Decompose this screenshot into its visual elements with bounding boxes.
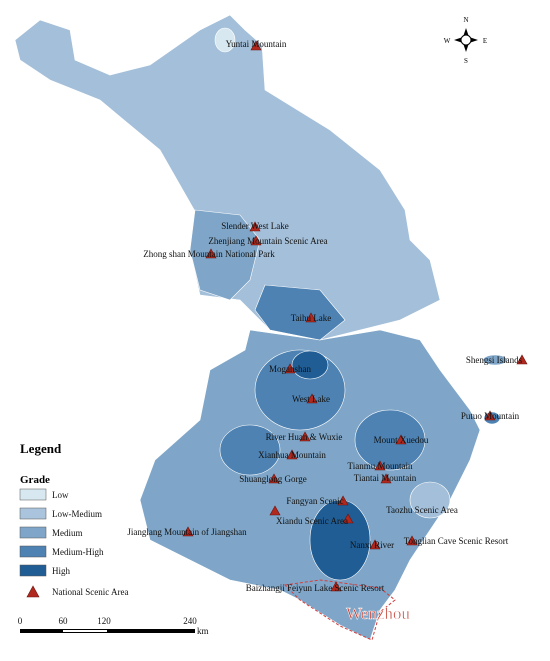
- legend-item: Low-Medium: [52, 509, 102, 519]
- scale-tick-label: 240: [183, 616, 197, 626]
- legend-grade: Grade: [20, 474, 50, 486]
- scenic-marker: [250, 235, 262, 246]
- region: [309, 499, 371, 581]
- place-label: Shengsi Islands: [466, 355, 523, 365]
- place-label: Yuntai Mountain: [226, 39, 287, 49]
- scenic-marker: [249, 221, 261, 232]
- place-label: Baizhangji Feiyun Lake Scenic Resort: [246, 583, 385, 593]
- legend-swatch: [19, 545, 47, 558]
- scenic-marker: [205, 248, 217, 259]
- place-label: Moganshan: [269, 364, 311, 374]
- regions: [14, 14, 508, 641]
- region: [409, 481, 451, 519]
- region: [354, 409, 426, 471]
- place-label: Slender West Lake: [221, 221, 289, 231]
- scenic-marker: [286, 449, 298, 460]
- compass-center: [460, 34, 472, 46]
- scenic-marker: [337, 495, 349, 506]
- place-label: Tonglian Cave Scenic Resort: [404, 536, 509, 546]
- scenic-marker: [284, 363, 296, 374]
- place-label: Tiantai Mountain: [354, 473, 417, 483]
- north-region: [14, 14, 441, 341]
- scenic-marker: [269, 505, 281, 516]
- region: [291, 350, 329, 380]
- legend-marker: [26, 585, 40, 598]
- region: [189, 209, 261, 301]
- scenic-marker: [250, 40, 262, 51]
- legend-item: Medium-High: [52, 547, 104, 557]
- legend-item: National Scenic Area: [52, 587, 128, 597]
- legend-swatch: [19, 526, 47, 539]
- place-label: Nanxi River: [350, 540, 394, 550]
- region: [254, 284, 346, 341]
- south-region: [139, 329, 481, 641]
- scale-tick-label: 0: [18, 616, 23, 626]
- place-label: River Huan & Wuxie: [266, 432, 343, 442]
- place-label: Taihu Lake: [291, 313, 332, 323]
- scale-bar: 0 60 120 240 km: [18, 616, 209, 636]
- compass-w: W: [444, 37, 451, 45]
- place-label: Jianglang Mountain of Jiangshan: [127, 527, 247, 537]
- place-label: Xianhua Mountain: [258, 450, 326, 460]
- scenic-marker: [374, 460, 386, 471]
- scenic-marker: [299, 431, 311, 442]
- place-label: Tianmu Mountain: [348, 461, 413, 471]
- compass-n: N: [463, 16, 468, 24]
- scenic-marker: [330, 581, 342, 592]
- legend-swatch: [19, 488, 47, 501]
- legend-item: Low: [52, 490, 69, 500]
- scenic-marker: [516, 354, 528, 365]
- legend: Legend Grade Low Low-Medium Medium Mediu…: [19, 441, 128, 598]
- place-label: Putuo Mountain: [461, 411, 520, 421]
- scenic-marker: [406, 535, 418, 546]
- scale-unit: km: [197, 626, 209, 636]
- legend-title: Legend: [20, 441, 62, 456]
- wenzhou-boundary: [283, 579, 396, 641]
- scale-bar-segment: [63, 630, 107, 632]
- scenic-marker: [484, 410, 496, 421]
- scale-bar-body: [20, 629, 195, 633]
- scenic-marker: [369, 539, 381, 550]
- scenic-marker: [268, 473, 280, 484]
- scenic-markers: [182, 40, 528, 592]
- scenic-marker: [342, 513, 354, 524]
- place-label: Shuanglong Gorge: [239, 474, 307, 484]
- place-label: Mount Xuedou: [374, 435, 429, 445]
- scenic-marker: [306, 393, 318, 404]
- compass: N E S W: [444, 16, 487, 65]
- compass-e: E: [483, 37, 487, 45]
- scale-tick-label: 60: [59, 616, 69, 626]
- legend-swatch: [19, 564, 47, 577]
- place-label: West Lake: [292, 394, 330, 404]
- region: [214, 27, 236, 53]
- region: [219, 424, 281, 476]
- compass-s: S: [464, 57, 468, 65]
- place-label: Xiandu Scenic Area: [276, 516, 348, 526]
- scale-tick-label: 120: [97, 616, 111, 626]
- legend-item: High: [52, 566, 71, 576]
- place-label: Fangyan Scenic: [286, 496, 343, 506]
- island: [482, 354, 508, 366]
- place-label: Zhong shan Mountain National Park: [143, 249, 275, 259]
- place-label: Zhenjiang Mountain Scenic Area: [208, 236, 327, 246]
- scenic-marker: [305, 312, 317, 323]
- scenic-marker: [182, 526, 194, 537]
- scenic-marker: [380, 473, 392, 484]
- place-labels: Yuntai Mountain Slender West Lake Zhenji…: [127, 39, 522, 623]
- legend-swatch: [19, 507, 47, 520]
- legend-item: Medium: [52, 528, 83, 538]
- scenic-marker: [395, 434, 407, 445]
- city-label: Wenzhou: [346, 604, 410, 623]
- place-label: Taozhu Scenic Area: [386, 505, 458, 515]
